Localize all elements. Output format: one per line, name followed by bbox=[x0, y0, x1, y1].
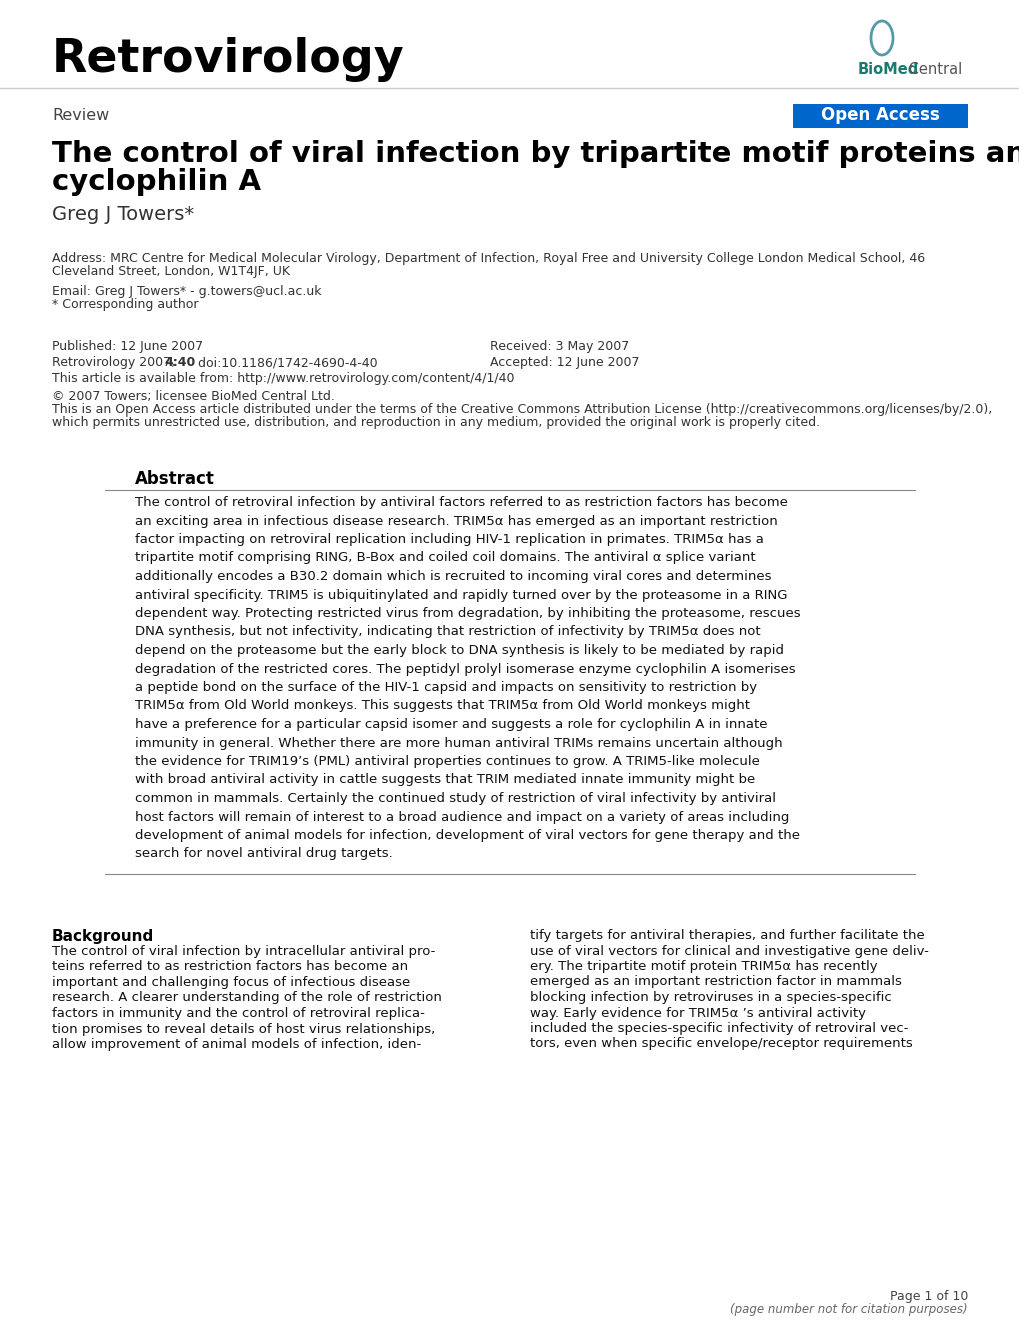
Text: included the species-specific infectivity of retroviral vec-: included the species-specific infectivit… bbox=[530, 1022, 908, 1035]
Text: use of viral vectors for clinical and investigative gene deliv-: use of viral vectors for clinical and in… bbox=[530, 944, 928, 957]
Text: allow improvement of animal models of infection, iden-: allow improvement of animal models of in… bbox=[52, 1038, 421, 1051]
Text: antiviral specificity. TRIM5 is ubiquitinylated and rapidly turned over by the p: antiviral specificity. TRIM5 is ubiquiti… bbox=[135, 588, 787, 601]
Text: Review: Review bbox=[52, 109, 109, 123]
Text: © 2007 Towers; licensee BioMed Central Ltd.: © 2007 Towers; licensee BioMed Central L… bbox=[52, 391, 334, 402]
Text: way. Early evidence for TRIM5α ’s antiviral activity: way. Early evidence for TRIM5α ’s antivi… bbox=[530, 1006, 865, 1019]
Text: immunity in general. Whether there are more human antiviral TRIMs remains uncert: immunity in general. Whether there are m… bbox=[135, 736, 782, 749]
Text: The control of retroviral infection by antiviral factors referred to as restrict: The control of retroviral infection by a… bbox=[135, 496, 787, 508]
Text: Abstract: Abstract bbox=[135, 470, 215, 489]
Text: common in mammals. Certainly the continued study of restriction of viral infecti: common in mammals. Certainly the continu… bbox=[135, 792, 775, 805]
Text: additionally encodes a B30.2 domain which is recruited to incoming viral cores a: additionally encodes a B30.2 domain whic… bbox=[135, 571, 770, 583]
Text: Page 1 of 10: Page 1 of 10 bbox=[889, 1290, 967, 1303]
Text: teins referred to as restriction factors has become an: teins referred to as restriction factors… bbox=[52, 960, 408, 973]
Text: degradation of the restricted cores. The peptidyl prolyl isomerase enzyme cyclop: degradation of the restricted cores. The… bbox=[135, 662, 795, 675]
Text: cyclophilin A: cyclophilin A bbox=[52, 168, 261, 196]
Text: Address: MRC Centre for Medical Molecular Virology, Department of Infection, Roy: Address: MRC Centre for Medical Molecula… bbox=[52, 252, 924, 265]
Text: depend on the proteasome but the early block to DNA synthesis is likely to be me: depend on the proteasome but the early b… bbox=[135, 643, 784, 657]
Text: This article is available from: http://www.retrovirology.com/content/4/1/40: This article is available from: http://w… bbox=[52, 372, 514, 385]
Text: Email: Greg J Towers* - g.towers@ucl.ac.uk: Email: Greg J Towers* - g.towers@ucl.ac.… bbox=[52, 285, 321, 298]
Text: Open Access: Open Access bbox=[820, 106, 938, 124]
Text: have a preference for a particular capsid isomer and suggests a role for cycloph: have a preference for a particular capsi… bbox=[135, 718, 766, 731]
Text: emerged as an important restriction factor in mammals: emerged as an important restriction fact… bbox=[530, 976, 901, 989]
Text: research. A clearer understanding of the role of restriction: research. A clearer understanding of the… bbox=[52, 992, 441, 1005]
Text: Received: 3 May 2007: Received: 3 May 2007 bbox=[489, 340, 629, 354]
Text: an exciting area in infectious disease research. TRIM5α has emerged as an import: an exciting area in infectious disease r… bbox=[135, 515, 777, 527]
Text: with broad antiviral activity in cattle suggests that TRIM mediated innate immun: with broad antiviral activity in cattle … bbox=[135, 773, 754, 786]
Text: tripartite motif comprising RING, B-Box and coiled coil domains. The antiviral α: tripartite motif comprising RING, B-Box … bbox=[135, 552, 755, 564]
Text: doi:10.1186/1742-4690-4-40: doi:10.1186/1742-4690-4-40 bbox=[185, 356, 377, 369]
Text: blocking infection by retroviruses in a species-specific: blocking infection by retroviruses in a … bbox=[530, 990, 891, 1004]
Text: * Corresponding author: * Corresponding author bbox=[52, 298, 199, 311]
Text: Retrovirology 2007,: Retrovirology 2007, bbox=[52, 356, 179, 369]
Text: Accepted: 12 June 2007: Accepted: 12 June 2007 bbox=[489, 356, 639, 369]
Text: The control of viral infection by intracellular antiviral pro-: The control of viral infection by intrac… bbox=[52, 945, 435, 959]
Text: tors, even when specific envelope/receptor requirements: tors, even when specific envelope/recept… bbox=[530, 1038, 912, 1050]
Text: TRIM5α from Old World monkeys. This suggests that TRIM5α from Old World monkeys : TRIM5α from Old World monkeys. This sugg… bbox=[135, 699, 749, 712]
Text: Retrovirology: Retrovirology bbox=[52, 37, 405, 82]
Text: DNA synthesis, but not infectivity, indicating that restriction of infectivity b: DNA synthesis, but not infectivity, indi… bbox=[135, 625, 760, 638]
Text: search for novel antiviral drug targets.: search for novel antiviral drug targets. bbox=[135, 847, 392, 861]
Text: host factors will remain of interest to a broad audience and impact on a variety: host factors will remain of interest to … bbox=[135, 810, 789, 824]
Text: (page number not for citation purposes): (page number not for citation purposes) bbox=[730, 1303, 967, 1316]
Text: Greg J Towers*: Greg J Towers* bbox=[52, 205, 194, 224]
FancyBboxPatch shape bbox=[792, 105, 967, 128]
Text: which permits unrestricted use, distribution, and reproduction in any medium, pr: which permits unrestricted use, distribu… bbox=[52, 416, 819, 429]
Text: Background: Background bbox=[52, 929, 154, 944]
Text: ery. The tripartite motif protein TRIM5α has recently: ery. The tripartite motif protein TRIM5α… bbox=[530, 960, 876, 973]
Text: BioMed: BioMed bbox=[857, 62, 918, 77]
Text: dependent way. Protecting restricted virus from degradation, by inhibiting the p: dependent way. Protecting restricted vir… bbox=[135, 606, 800, 620]
Text: factors in immunity and the control of retroviral replica-: factors in immunity and the control of r… bbox=[52, 1008, 425, 1019]
Text: Central: Central bbox=[903, 62, 961, 77]
Text: the evidence for TRIM19’s (PML) antiviral properties continues to grow. A TRIM5-: the evidence for TRIM19’s (PML) antivira… bbox=[135, 755, 759, 768]
Text: tion promises to reveal details of host virus relationships,: tion promises to reveal details of host … bbox=[52, 1022, 435, 1035]
Text: tify targets for antiviral therapies, and further facilitate the: tify targets for antiviral therapies, an… bbox=[530, 929, 924, 941]
Text: 4:40: 4:40 bbox=[164, 356, 195, 369]
Text: a peptide bond on the surface of the HIV-1 capsid and impacts on sensitivity to : a peptide bond on the surface of the HIV… bbox=[135, 681, 756, 694]
Text: factor impacting on retroviral replication including HIV-1 replication in primat: factor impacting on retroviral replicati… bbox=[135, 534, 763, 545]
Text: The control of viral infection by tripartite motif proteins and: The control of viral infection by tripar… bbox=[52, 140, 1019, 168]
Text: Published: 12 June 2007: Published: 12 June 2007 bbox=[52, 340, 203, 354]
Text: This is an Open Access article distributed under the terms of the Creative Commo: This is an Open Access article distribut… bbox=[52, 402, 991, 416]
Text: development of animal models for infection, development of viral vectors for gen: development of animal models for infecti… bbox=[135, 829, 799, 842]
Text: Cleveland Street, London, W1T4JF, UK: Cleveland Street, London, W1T4JF, UK bbox=[52, 265, 289, 278]
Text: important and challenging focus of infectious disease: important and challenging focus of infec… bbox=[52, 976, 410, 989]
